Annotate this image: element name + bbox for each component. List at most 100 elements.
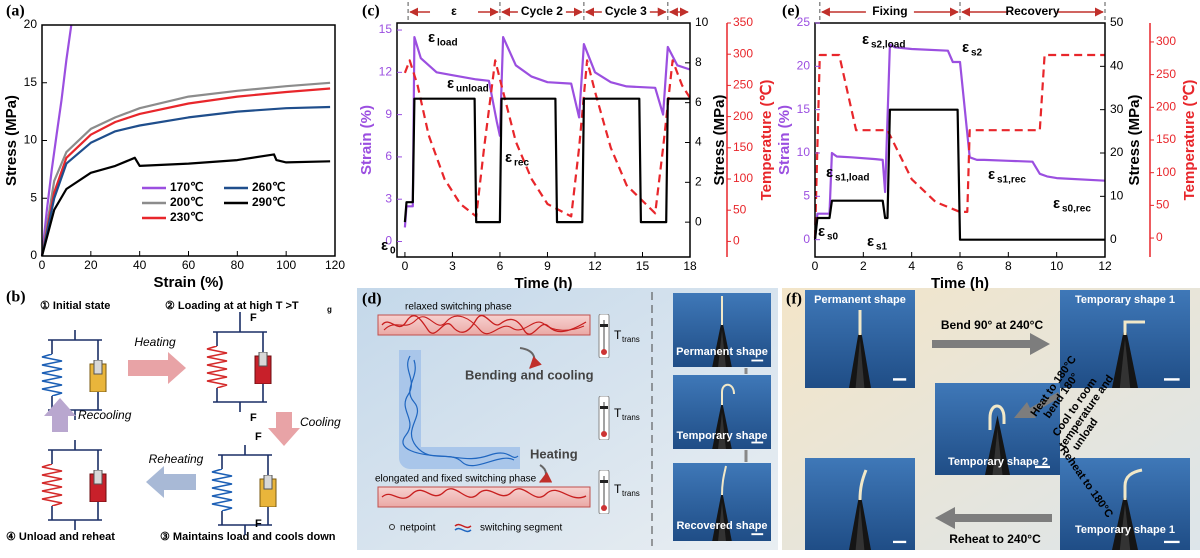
y-tick-label: 10 (24, 133, 38, 147)
legend-label: switching segment (480, 523, 562, 534)
spring (206, 346, 228, 388)
phase-label: elongated and fixed switching phase (375, 474, 537, 485)
annotation-sub: s0,rec (1062, 204, 1091, 215)
y3-tick-label: 50 (733, 202, 747, 216)
series-line (40, 24, 73, 257)
step-label: Reheat to 240°C (949, 532, 1041, 546)
annotation: ε (818, 223, 825, 240)
annotation-sub: s0 (827, 232, 839, 243)
annotation: ε (988, 166, 995, 183)
y-axis-label: Strain (%) (776, 105, 793, 175)
force-label: F (250, 312, 257, 324)
force-label: F (250, 412, 257, 424)
annotation: ε (867, 233, 874, 250)
series-line (40, 153, 331, 257)
state-title-sub: g (327, 305, 332, 314)
legend-label: 200℃ (170, 195, 204, 209)
photo-label: Temporary shape (677, 430, 768, 442)
x-tick-label: 2 (860, 259, 867, 273)
y3-tick-label: 250 (1156, 67, 1176, 81)
y-tick-label: 12 (379, 65, 393, 79)
y-tick-label: 20 (797, 59, 811, 73)
header-label: Fixing (872, 4, 907, 18)
annotation: ε (447, 75, 454, 92)
series-line (403, 36, 691, 228)
panel-label: (a) (6, 3, 25, 20)
step-arrow (932, 333, 1050, 355)
state-title: ③ Maintains load and cools down (160, 531, 336, 543)
arrow-label: Reheating (149, 452, 204, 466)
spring (41, 354, 63, 396)
y2-axis-label: Stress (MPa) (1126, 95, 1143, 186)
y3-tick-label: 150 (733, 140, 753, 154)
y3-tick-label: 200 (1156, 99, 1176, 113)
y2-tick-label: 8 (695, 55, 702, 69)
photo-label: Temporary shape 1 (1075, 524, 1175, 536)
y3-tick-label: 50 (1156, 198, 1170, 212)
y3-tick-label: 300 (733, 46, 753, 60)
y-tick-label: 6 (385, 149, 392, 163)
y3-tick-label: 0 (733, 234, 740, 248)
x-tick-label: 4 (908, 259, 915, 273)
step-label: Bending and cooling (465, 367, 594, 382)
state-title: ④ Unload and reheat (6, 531, 115, 543)
sample (858, 469, 868, 501)
y2-tick-label: 10 (1110, 189, 1124, 203)
y3-tick-label: 350 (733, 15, 753, 29)
cooling-arrow (268, 412, 300, 446)
panel-label: (e) (782, 3, 800, 20)
reheating-arrow (146, 466, 196, 498)
sample (988, 404, 1006, 430)
y-axis-label: Strain (%) (358, 105, 375, 175)
step-arrow (538, 464, 553, 483)
y2-tick-label: 2 (695, 174, 702, 188)
netpoint-icon (389, 524, 395, 530)
header-bg (517, 4, 566, 20)
y-tick-label: 0 (385, 234, 392, 248)
annotation: ε (381, 237, 388, 254)
series-line (40, 87, 331, 257)
series-line (813, 53, 1105, 239)
tube (377, 486, 591, 508)
y2-tick-label: 4 (695, 135, 702, 149)
header-bg (865, 4, 914, 20)
y-tick-label: 5 (30, 190, 37, 204)
y3-tick-label: 200 (733, 109, 753, 123)
series-line (40, 81, 331, 257)
thermo-label-sub: trans (622, 489, 640, 498)
plot-frame (396, 22, 691, 258)
photo-label: Temporary shape 2 (948, 456, 1048, 468)
y2-tick-label: 6 (695, 95, 702, 109)
heating-arrow (128, 352, 186, 384)
annotation: ε (1053, 195, 1060, 212)
sample (721, 383, 735, 405)
x-tick-label: 6 (957, 259, 964, 273)
y2-tick-label: 30 (1110, 102, 1124, 116)
chain (381, 314, 587, 335)
x-axis-label: Time (h) (931, 275, 989, 292)
annotation-sub: s1,load (835, 173, 869, 184)
annotation-sub: 0 (390, 246, 396, 257)
x-tick-label: 12 (588, 259, 602, 273)
arrow-label: Recooling (78, 408, 132, 422)
arrow-label: Heating (134, 335, 176, 349)
y-tick-label: 9 (385, 107, 392, 121)
chart: (a) 0 20 40 60 80 100 120 Strain (%) 0 5 10 15 20 Stre… (3, 3, 345, 291)
x-tick-label: 10 (1050, 259, 1064, 273)
thermo-label-sub: trans (622, 335, 640, 344)
x-tick-label: 6 (497, 259, 504, 273)
recooling-arrow (44, 398, 76, 432)
x-tick-label: 120 (325, 258, 345, 272)
thermo-label: T (614, 406, 622, 420)
y-tick-label: 3 (385, 191, 392, 205)
spring (41, 464, 63, 506)
photo-label: Permanent shape (814, 294, 906, 306)
panel-f: (f) Permanent shape Temporary shape 1 Te… (782, 288, 1200, 550)
sample (1123, 468, 1143, 500)
dashpot (259, 475, 277, 507)
annotation-sub: s1,rec (997, 175, 1026, 186)
x-tick-label: 18 (683, 259, 697, 273)
y2-tick-label: 0 (1110, 232, 1117, 246)
chain (409, 359, 515, 467)
x-tick-label: 9 (544, 259, 551, 273)
